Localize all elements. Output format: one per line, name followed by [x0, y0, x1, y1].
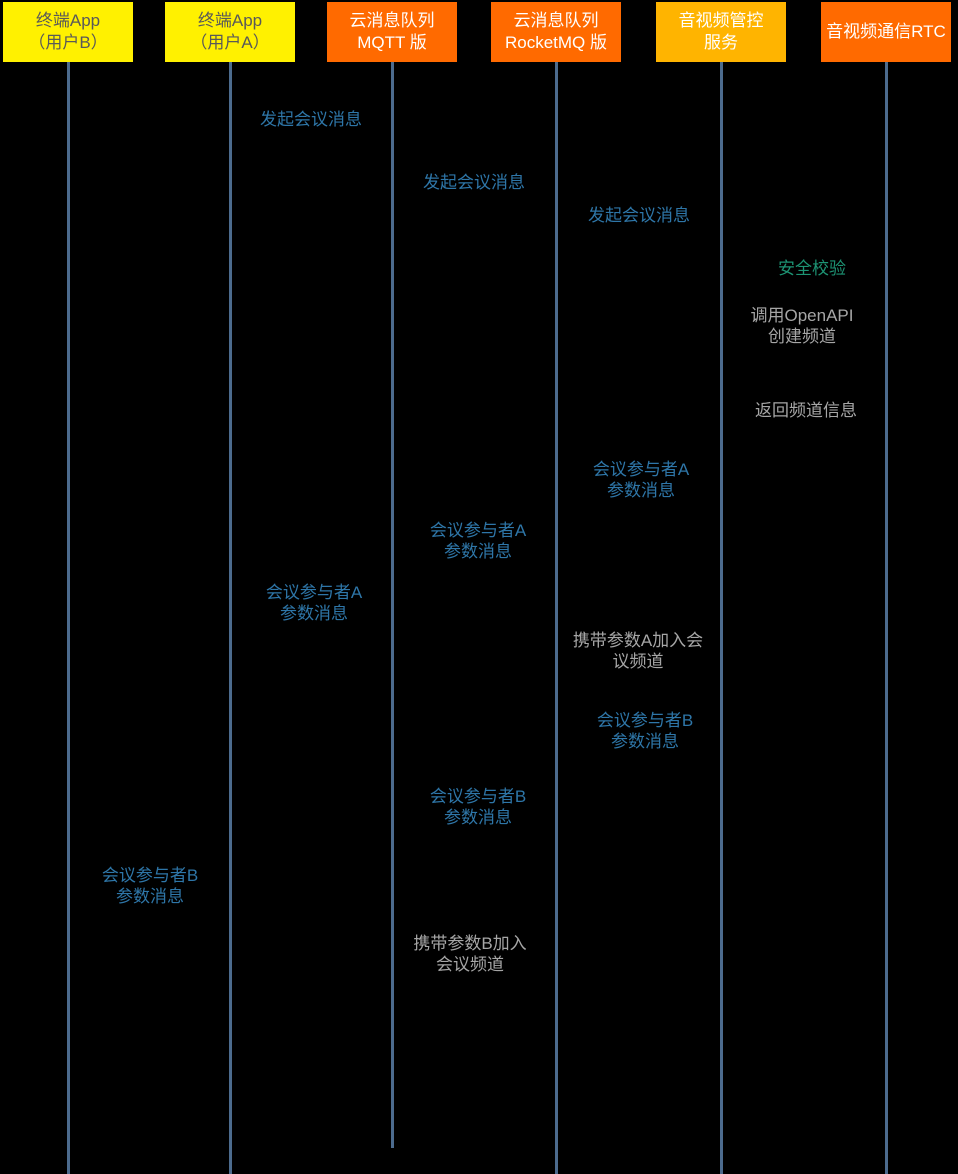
lifeline-rocketmq-queue: [555, 62, 558, 1174]
message-label-participant-b-params-1: 会议参与者B 参数消息: [596, 711, 694, 751]
participant-box-rocketmq-queue: 云消息队列 RocketMQ 版: [491, 2, 621, 62]
message-label-initiate-meeting-1: 发起会议消息: [260, 110, 362, 129]
lifeline-mqtt-queue: [391, 62, 394, 1148]
lifeline-terminal-app-user-b: [67, 62, 70, 1174]
message-label-participant-a-params-1: 会议参与者A 参数消息: [592, 460, 690, 500]
participant-box-rtc-service: 音视频通信RTC: [821, 2, 951, 62]
message-label-initiate-meeting-3: 发起会议消息: [588, 206, 690, 225]
message-label-security-check: 安全校验: [778, 259, 846, 278]
participant-box-terminal-app-user-b: 终端App （用户B）: [3, 2, 133, 62]
lifeline-rtc-service: [885, 62, 888, 1174]
message-label-call-openapi-create-channel: 调用OpenAPI 创建频道: [750, 306, 854, 346]
lifeline-terminal-app-user-a: [229, 62, 232, 1174]
message-label-join-channel-with-params-b: 携带参数B加入 会议频道: [413, 934, 527, 974]
participant-box-mqtt-queue: 云消息队列 MQTT 版: [327, 2, 457, 62]
participant-box-av-control-service: 音视频管控 服务: [656, 2, 786, 62]
message-label-return-channel-info: 返回频道信息: [755, 401, 857, 420]
message-label-participant-b-params-3: 会议参与者B 参数消息: [101, 866, 199, 906]
message-label-participant-b-params-2: 会议参与者B 参数消息: [429, 787, 527, 827]
message-label-initiate-meeting-2: 发起会议消息: [423, 173, 525, 192]
message-label-participant-a-params-3: 会议参与者A 参数消息: [265, 583, 363, 623]
participant-box-terminal-app-user-a: 终端App （用户A）: [165, 2, 295, 62]
lifeline-av-control-service: [720, 62, 723, 1174]
message-label-participant-a-params-2: 会议参与者A 参数消息: [429, 521, 527, 561]
message-label-join-channel-with-params-a: 携带参数A加入会 议频道: [572, 631, 704, 671]
